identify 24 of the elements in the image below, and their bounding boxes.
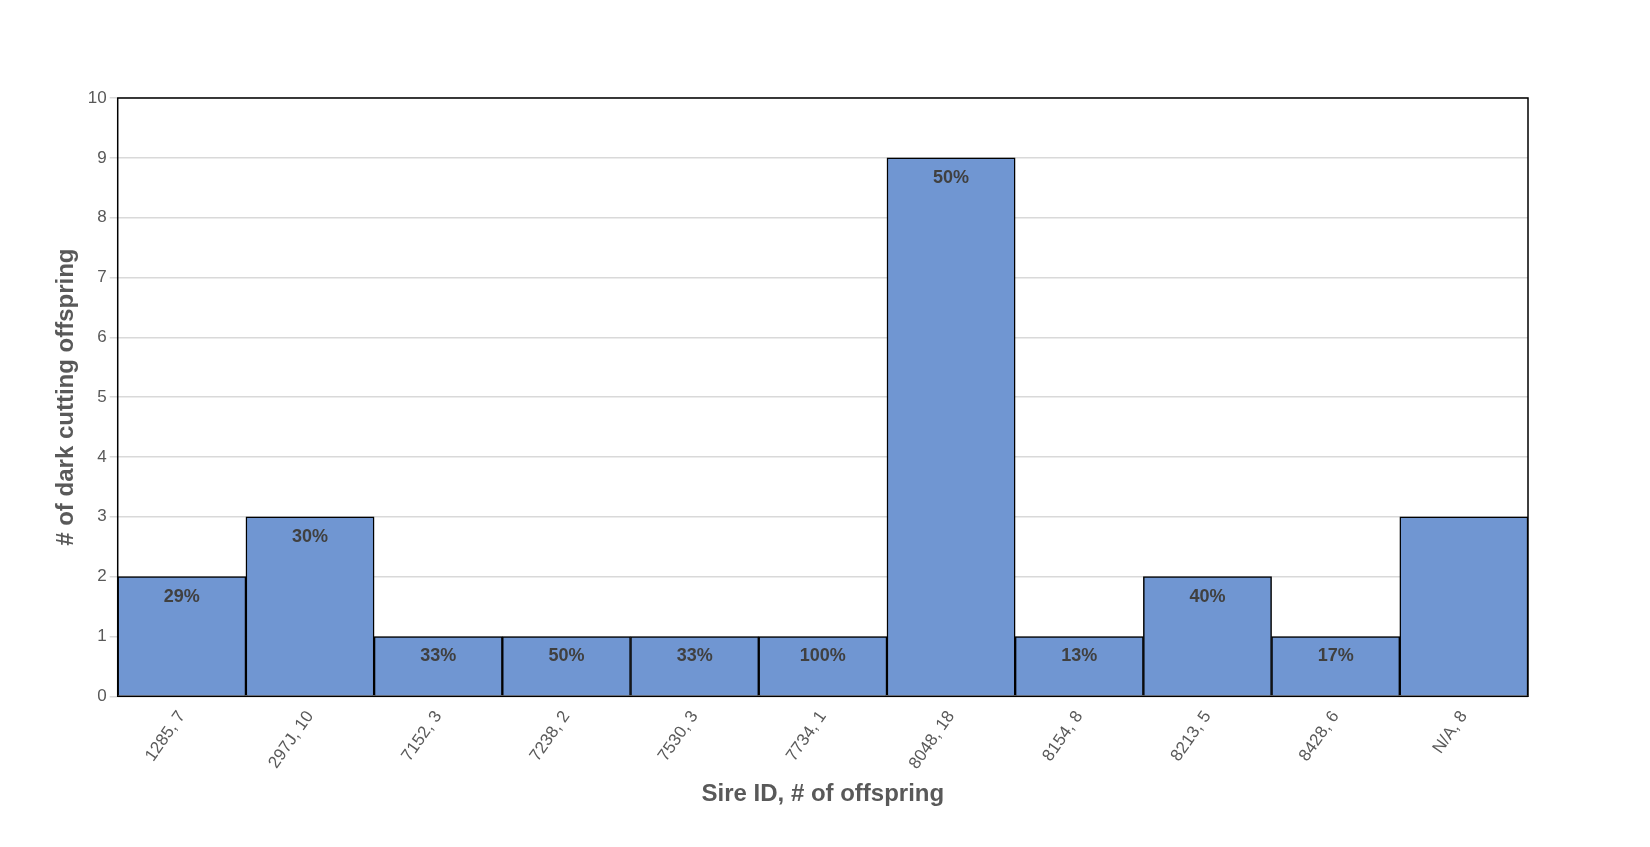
x-tick-label: N/A, 8 [1428,707,1472,757]
annotation: 100% [799,645,846,666]
annotation: 17% [1317,645,1354,666]
y-tick-label: 7 [97,267,107,287]
annotation: 33% [420,645,457,666]
y-tick-label: 2 [97,566,107,586]
y-tick-label: 0 [97,685,107,705]
annotation: 29% [163,585,200,606]
y-tick-label: 10 [87,87,107,107]
y-tick-label: 9 [97,147,107,167]
annotation: 33% [676,645,713,666]
annotation: 40% [1189,585,1226,606]
y-tick-label: 8 [97,207,107,227]
y-tick-label: 4 [97,446,107,466]
y-tick-label: 1 [97,626,107,646]
y-tick-label: 5 [97,386,107,406]
x-axis-title: Sire ID, # of offspring [701,779,945,807]
y-tick-label: 3 [97,506,107,526]
annotation: 13% [1061,645,1098,666]
annotation: 50% [548,645,585,666]
y-tick-label: 6 [97,327,107,346]
y-axis-title: # of dark cutting offspring [51,248,79,546]
annotation: 50% [933,166,970,187]
annotation: 30% [292,525,329,546]
